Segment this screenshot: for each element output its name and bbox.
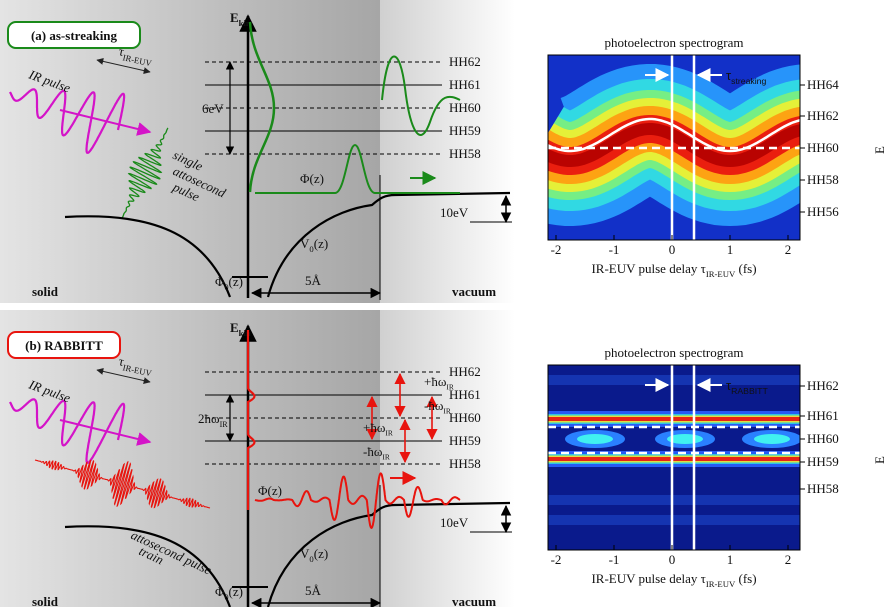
x-tick-label: -2 <box>551 552 562 567</box>
transition-label-main: -ħω <box>424 398 444 413</box>
x-tick-label: -1 <box>609 552 620 567</box>
x-axis-label-main: IR-EUV pulse delay τ <box>591 571 705 586</box>
delay-marker-label-sub: streaking <box>731 76 766 86</box>
vacuum-region <box>380 310 515 607</box>
x-tick-label: 1 <box>727 242 734 257</box>
x-axis-label-main: IR-EUV pulse delay τ <box>591 261 705 276</box>
barrier-label: 10eV <box>440 205 469 220</box>
transition-label-sub: IR <box>446 383 453 392</box>
x-tick-label: 0 <box>669 242 676 257</box>
y-tick-label: HH56 <box>807 204 839 219</box>
workfunction-label-main: Φ <box>215 584 225 599</box>
panel-title: (b) RABBITT <box>25 338 103 353</box>
transition-label-sub: IR <box>382 453 389 462</box>
transition-label-main: +ħω <box>363 420 386 435</box>
panel-title: (a) as-streaking <box>31 28 118 43</box>
wavepacket-label: Φ(z) <box>300 171 324 186</box>
mainband-blob <box>577 434 613 444</box>
transition-label-sub: IR <box>385 429 392 438</box>
transition-label-sub: IR <box>443 407 450 416</box>
level-label: HH59 <box>449 123 481 138</box>
delay-marker-label-sub: RABBITT <box>731 386 768 396</box>
distance-label: 5Å <box>305 583 322 598</box>
y-tick-label: HH60 <box>807 431 839 446</box>
sideband <box>548 457 800 461</box>
barrier-label: 10eV <box>440 515 469 530</box>
energy-axis-label-main: E <box>230 320 239 335</box>
y-tick-label: HH58 <box>807 481 839 496</box>
x-tick-label: 1 <box>727 552 734 567</box>
faint-band <box>548 375 800 385</box>
y-tick-label: HH59 <box>807 454 839 469</box>
level-label: HH58 <box>449 456 481 471</box>
energy-axis-label-main: E <box>230 10 239 25</box>
y-tick-label: HH58 <box>807 172 839 187</box>
potential-label-tail: (z) <box>314 546 328 561</box>
spacing-label-main: 6eV <box>202 101 224 116</box>
spectrogram-title: photoelectron spectrogram <box>605 345 744 360</box>
spacing-label-main: 2ħω <box>198 411 220 426</box>
spectrogram <box>538 55 808 240</box>
x-tick-label: 0 <box>669 552 676 567</box>
solid-label: solid <box>32 284 59 299</box>
transition-label-main: +ħω <box>424 374 447 389</box>
x-axis-label-sub: IR-EUV <box>706 269 736 279</box>
x-axis-label: IR-EUV pulse delay τIR-EUV (fs) <box>591 571 756 589</box>
y-tick-label: HH62 <box>807 108 839 123</box>
x-axis-label-tail: (fs) <box>735 571 756 586</box>
y-tick-label: HH62 <box>807 378 839 393</box>
x-tick-label: 2 <box>785 242 792 257</box>
x-axis-label: IR-EUV pulse delay τIR-EUV (fs) <box>591 261 756 279</box>
spacing-label: 6eV <box>202 101 224 116</box>
x-tick-label: -1 <box>609 242 620 257</box>
vacuum-label: vacuum <box>452 594 496 607</box>
potential-label-tail: (z) <box>314 236 328 251</box>
x-tick-label: 2 <box>785 552 792 567</box>
x-axis-label-sub: IR-EUV <box>706 579 736 589</box>
spectrogram-title: photoelectron spectrogram <box>605 35 744 50</box>
faint-band <box>548 495 800 505</box>
y-tick-label: HH64 <box>807 77 839 92</box>
level-label: HH59 <box>449 433 481 448</box>
transition-label-main: -ħω <box>363 444 383 459</box>
x-tick-label: -2 <box>551 242 562 257</box>
wavepacket-label: Φ(z) <box>258 483 282 498</box>
level-label: HH61 <box>449 77 481 92</box>
y-tick-label: HH60 <box>807 140 839 155</box>
y-axis-label: E <box>872 146 887 154</box>
figure: (a) as-streakingIR pulseτIR-EUVsingleatt… <box>0 0 889 607</box>
level-label: HH60 <box>449 410 481 425</box>
mainband-blob <box>754 434 790 444</box>
workfunction-label-tail: (z) <box>229 274 243 289</box>
sideband <box>548 417 800 421</box>
vacuum-label: vacuum <box>452 284 496 299</box>
level-label: HH62 <box>449 364 481 379</box>
solid-label: solid <box>32 594 59 607</box>
faint-band <box>548 515 800 525</box>
workfunction-label-tail: (z) <box>229 584 243 599</box>
level-label: HH60 <box>449 100 481 115</box>
level-label: HH62 <box>449 54 481 69</box>
y-tick-label: HH61 <box>807 408 839 423</box>
distance-label: 5Å <box>305 273 322 288</box>
workfunction-label-main: Φ <box>215 274 225 289</box>
vacuum-region <box>380 0 515 303</box>
level-label: HH58 <box>449 146 481 161</box>
x-axis-label-tail: (fs) <box>735 261 756 276</box>
y-axis-label: E <box>872 456 887 464</box>
spacing-label-sub: IR <box>220 420 229 429</box>
